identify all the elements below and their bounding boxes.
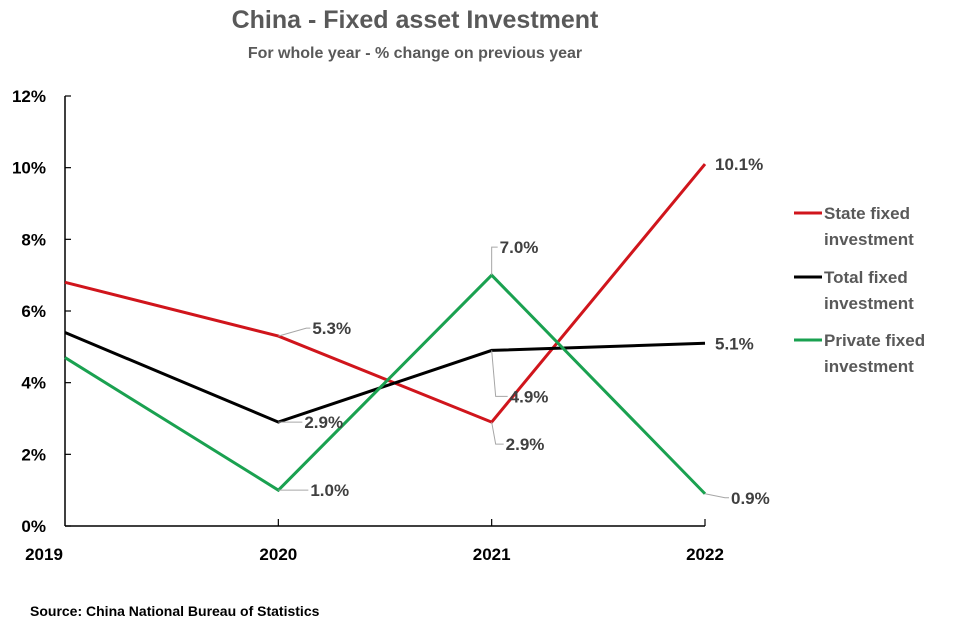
y-tick-label: 8% xyxy=(21,230,46,249)
x-tick-label: 2021 xyxy=(473,545,511,564)
data-labels: 5.3% 2.9% 10.1% 2.9% 4.9% 5.1% 1.0% 7.0% 0.9% xyxy=(278,155,770,508)
legend-label: State fixed xyxy=(824,204,910,223)
x-tick-label: 2022 xyxy=(686,545,724,564)
legend-label: investment xyxy=(824,294,914,313)
leader-line xyxy=(278,327,311,337)
axes: 0% 2% 4% 6% 8% 10% 12% 2019 2020 2021 2022 xyxy=(12,87,724,564)
data-label-state: 2.9% xyxy=(506,435,545,454)
y-tick-label: 0% xyxy=(21,517,46,536)
data-label-total: 2.9% xyxy=(304,413,343,432)
series-line-state xyxy=(64,163,707,424)
data-label-private: 7.0% xyxy=(500,238,539,257)
legend-item-total: Total fixed investment xyxy=(794,268,914,313)
y-tick-label: 12% xyxy=(12,87,46,106)
data-label-total: 5.1% xyxy=(715,334,754,353)
leader-line xyxy=(491,421,504,445)
data-label-total: 4.9% xyxy=(510,387,549,406)
leader-line xyxy=(491,350,508,397)
leader-line xyxy=(491,246,498,276)
data-label-state: 10.1% xyxy=(715,155,763,174)
data-label-private: 0.9% xyxy=(731,489,770,508)
legend: State fixed investment Total fixed investme… xyxy=(794,204,925,376)
series-line-private xyxy=(64,273,707,495)
legend-item-private: Private fixed investment xyxy=(794,331,925,376)
y-tick-label: 2% xyxy=(21,445,46,464)
series-line-total xyxy=(64,331,706,424)
source-note: Source: China National Bureau of Statist… xyxy=(30,603,320,619)
legend-label: investment xyxy=(824,230,914,249)
y-tick-label: 10% xyxy=(12,159,46,178)
x-tick-label: 2019 xyxy=(25,545,63,564)
leader-line xyxy=(704,493,729,499)
y-tick-label: 6% xyxy=(21,302,46,321)
series-layer xyxy=(64,163,707,495)
x-tick-label: 2020 xyxy=(259,545,297,564)
legend-label: Private fixed xyxy=(824,331,925,350)
chart-title: China - Fixed asset Investment xyxy=(232,6,599,34)
data-label-private: 1.0% xyxy=(310,481,349,500)
data-label-state: 5.3% xyxy=(312,319,351,338)
y-tick-label: 4% xyxy=(21,374,46,393)
legend-item-state: State fixed investment xyxy=(794,204,914,249)
legend-label: Total fixed xyxy=(824,268,908,287)
legend-label: investment xyxy=(824,357,914,376)
chart-subtitle: For whole year - % change on previous ye… xyxy=(248,45,582,62)
